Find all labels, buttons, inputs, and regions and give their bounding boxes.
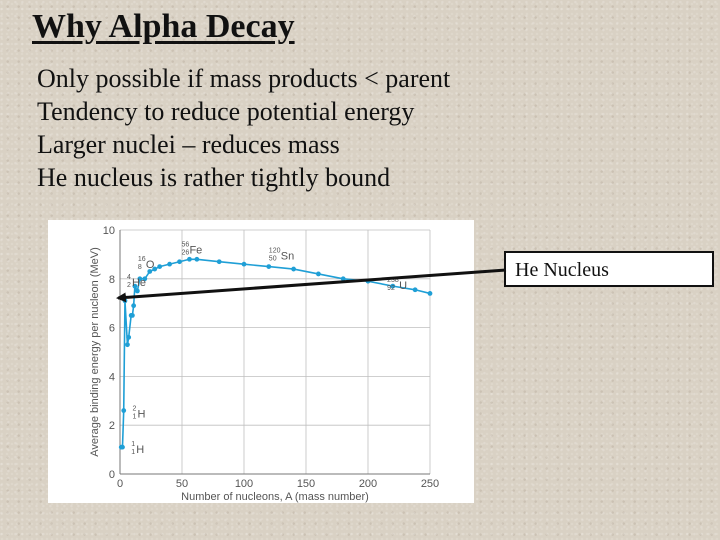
nuclide-symbol: H (137, 409, 145, 421)
x-axis-label: Number of nucleons, A (mass number) (181, 491, 369, 503)
x-tick-label: 150 (297, 478, 315, 490)
bullet-list: Only possible if mass products < parent … (37, 62, 450, 194)
nuclide-atomic-number: 2 (127, 282, 131, 289)
nuclide-atomic-number: 50 (269, 256, 277, 263)
nuclide-mass-number: 238 (387, 277, 399, 284)
data-point (316, 271, 321, 277)
data-point (427, 291, 433, 296)
bullet-item: Tendency to reduce potential energy (37, 97, 415, 126)
x-tick-label: 50 (176, 478, 188, 490)
series-line (121, 258, 431, 448)
nuclide-mass-number: 56 (181, 241, 189, 248)
data-point (177, 259, 182, 265)
nuclide-label: 11 H (131, 441, 144, 456)
y-tick-label: 4 (109, 371, 115, 383)
data-point (121, 408, 127, 413)
nuclide-atomic-number: 26 (181, 249, 189, 256)
nuclide-symbol: O (146, 259, 155, 271)
bullet-item: Only possible if mass products < parent (37, 64, 451, 93)
nuclide-label: 168 O (138, 256, 155, 271)
y-tick-label: 6 (109, 323, 115, 335)
nuclide-atomic-number: 1 (132, 414, 136, 421)
nuclide-atomic-number: 8 (138, 264, 142, 271)
data-point (122, 298, 128, 304)
data-point (340, 276, 346, 282)
x-tick-label: 0 (117, 478, 123, 490)
y-tick-label: 8 (109, 274, 115, 286)
data-point (216, 259, 222, 265)
nuclide-atomic-number: 92 (387, 285, 395, 292)
y-tick-label: 2 (109, 420, 115, 432)
data-point (412, 287, 418, 293)
bullet-item: Larger nuclei – reduces mass (37, 130, 340, 159)
data-point (241, 261, 247, 267)
x-tick-label: 250 (421, 478, 439, 490)
nuclide-symbol: Fe (189, 244, 202, 256)
data-point (187, 256, 192, 262)
nuclide-mass-number: 120 (269, 248, 281, 255)
data-point (125, 342, 130, 348)
data-point (131, 303, 137, 309)
y-axis-label: Average binding energy per nucleon (MeV) (89, 247, 101, 457)
x-tick-label: 200 (359, 478, 377, 490)
nuclide-atomic-number: 1 (131, 449, 135, 456)
binding-energy-figure: 0 50 100 150 200 250 0 2 4 6 8 10 Number of nucleons… (48, 220, 474, 503)
data-point (194, 256, 200, 262)
y-tick-label: 0 (109, 469, 115, 481)
data-point (266, 264, 272, 269)
y-tick-label: 10 (103, 225, 115, 237)
nuclide-mass-number: 16 (138, 256, 146, 263)
nuclide-label: 21 H (132, 406, 145, 421)
nuclide-symbol: He (132, 277, 146, 289)
nuclide-symbol: H (136, 444, 144, 456)
nuclide-symbol: Sn (281, 251, 294, 263)
he-nucleus-callout: He Nucleus (504, 251, 714, 287)
nuclide-mass-number: 1 (131, 441, 135, 448)
data-point (126, 334, 132, 340)
nuclide-label: 42 He (127, 274, 146, 289)
data-point (157, 264, 163, 269)
nuclide-mass-number: 2 (132, 406, 136, 413)
nuclide-mass-number: 4 (127, 274, 131, 281)
data-point (365, 278, 371, 284)
data-point (134, 288, 140, 294)
slide-title: Why Alpha Decay (32, 8, 295, 45)
x-tick-label: 100 (235, 478, 253, 490)
nuclide-symbol: U (399, 280, 407, 292)
data-point (291, 266, 296, 272)
data-point (120, 444, 125, 450)
data-point (130, 313, 135, 318)
data-point (167, 261, 172, 267)
bullet-item: He nucleus is rather tightly bound (37, 163, 391, 192)
